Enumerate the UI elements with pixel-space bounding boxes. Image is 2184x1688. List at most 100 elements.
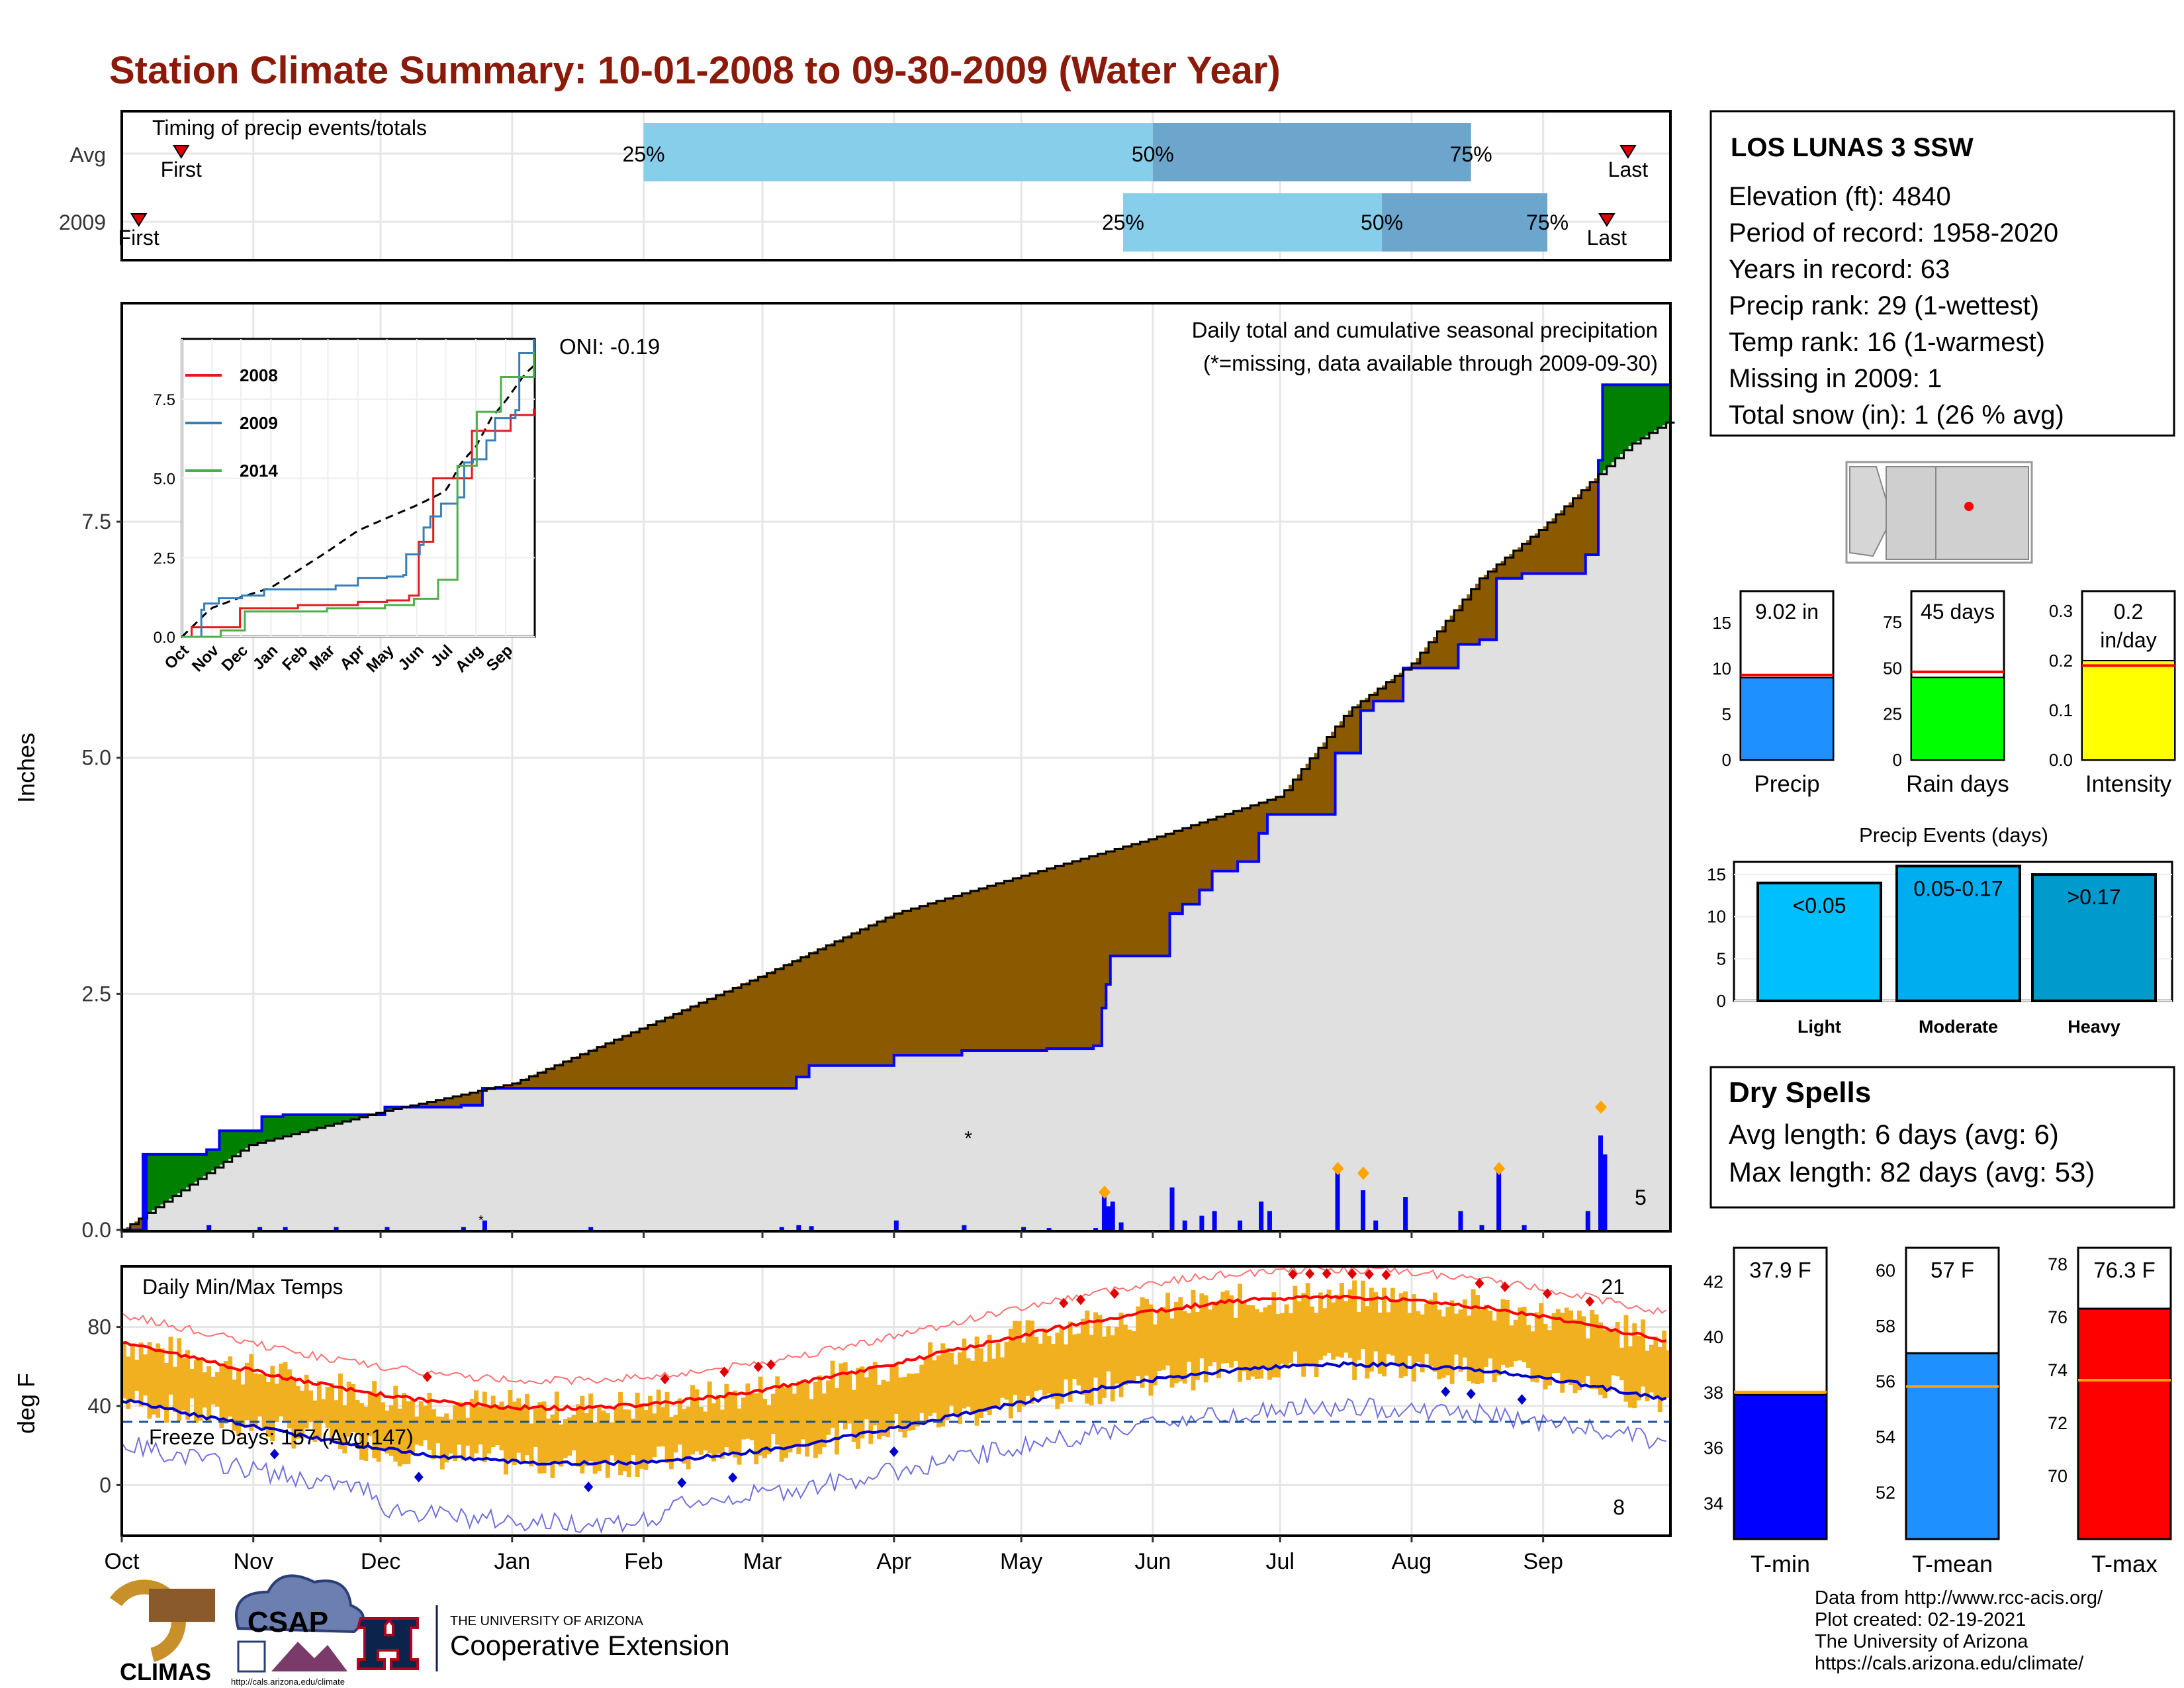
below-average-band [1008,879,1014,1051]
inset-x-tick: Apr [336,641,368,673]
daily-temp-bar [839,1363,844,1423]
timing-first-marker [172,145,190,159]
inset-x-tick: Jun [395,641,428,674]
daily-temp-bar [215,1372,220,1407]
below-average-band [1093,855,1099,1046]
daily-temp-bar [1653,1336,1659,1397]
below-average-band [1208,820,1213,890]
daily-temp-bar [877,1384,882,1440]
below-average-band [1122,846,1128,957]
daily-temp-bar [1343,1301,1349,1353]
below-average-band [911,908,916,1056]
above-average-band [312,1114,318,1129]
daily-temp-bar [126,1356,131,1409]
daily-temp-bar [856,1368,861,1449]
below-average-band [1004,880,1009,1051]
record-high-marker [1347,1268,1357,1280]
daily-temp-bar [1000,1357,1005,1398]
daily-temp-bar [694,1389,700,1452]
below-average-band [1157,836,1162,957]
above-average-band [147,1154,152,1213]
below-average-band [724,992,729,1089]
daily-temp-bar [835,1388,839,1455]
daily-precip-bar [1585,1211,1590,1230]
below-average-band [1127,845,1132,957]
record-low-marker [269,1448,279,1460]
temp-bar-y-tick: 42 [1704,1272,1723,1291]
summary-bar-value: 0.2 [2114,600,2143,624]
below-average-band [1068,862,1073,1049]
below-average-band [432,1101,437,1107]
daily-temp-bar [1089,1335,1094,1406]
daily-temp-bar [1530,1331,1535,1382]
below-average-band [1454,610,1459,669]
precip-events-range: 0.05-0.17 [1913,876,2003,900]
daily-temp-bar [618,1391,623,1476]
daily-precip-bar [1238,1220,1243,1230]
daily-temp-bar [796,1381,801,1454]
below-average-band [1479,578,1484,640]
daily-temp-bar [1382,1288,1387,1377]
cumulative-base-fill [122,422,1670,1230]
above-average-band [1645,385,1650,436]
main-y-tick: 7.5 [82,510,111,534]
above-average-band [198,1154,203,1179]
daily-precip-bar [482,1220,487,1230]
below-average-band [550,1067,555,1089]
below-average-band [907,910,912,1056]
below-average-band [940,900,946,1056]
precip-events-category: Light [1797,1017,1841,1037]
daily-temp-bar [758,1376,763,1456]
below-average-band [474,1092,479,1105]
climas-logo: CLIMAS [109,1579,215,1685]
average-max-line [121,1293,1666,1411]
daily-temp-bar [1161,1307,1166,1370]
daily-temp-bar [1462,1299,1467,1358]
below-average-band [817,949,823,1066]
above-average-band [159,1154,165,1205]
daily-temp-bar [907,1373,911,1431]
daily-temp-bar [134,1360,140,1391]
below-average-band [796,959,801,1077]
below-average-band [1467,594,1472,645]
record-high-marker [1075,1294,1085,1305]
daily-precip-bar [1598,1135,1604,1230]
daily-temp-bar [944,1348,950,1421]
summary-bar-value: 9.02 in [1755,600,1819,624]
above-average-band [1649,385,1655,434]
below-average-band [529,1076,534,1089]
inset-y-tick: 7.5 [154,391,175,409]
below-average-band [635,1030,640,1089]
below-average-band [1203,821,1209,890]
below-average-band [1055,866,1060,1049]
below-average-band [575,1056,581,1089]
climas-logo-text: CLIMAS [120,1658,211,1685]
below-average-band [584,1052,590,1089]
daily-precip-bar [1110,1201,1115,1230]
below-average-band [1173,831,1179,914]
month-label: Jan [494,1549,530,1574]
above-average-band [228,1131,233,1160]
below-average-band [902,911,907,1056]
daily-temp-bar [1220,1291,1226,1364]
timing-first-label: First [118,226,159,250]
temp-bar-y-tick: 56 [1876,1372,1895,1391]
above-average-band [287,1114,293,1136]
daily-temp-bar [1649,1344,1654,1393]
daily-temp-bar [1641,1319,1646,1387]
main-y-tick: 2.5 [82,982,111,1006]
month-label: Jul [1265,1549,1294,1574]
daily-precip-bar [1496,1168,1502,1230]
above-average-band [334,1114,339,1124]
daily-temp-bar [393,1385,398,1462]
below-average-band [1594,478,1599,555]
daily-temp-bar [1224,1290,1230,1364]
below-average-band [864,927,870,1066]
daily-temp-bar [228,1356,233,1417]
below-average-band [842,937,848,1066]
daily-temp-bar [1398,1293,1404,1378]
below-average-band [1377,688,1383,702]
record-high-marker [1475,1278,1484,1289]
daily-temp-bar [461,1403,466,1461]
daily-temp-bar [325,1387,330,1428]
